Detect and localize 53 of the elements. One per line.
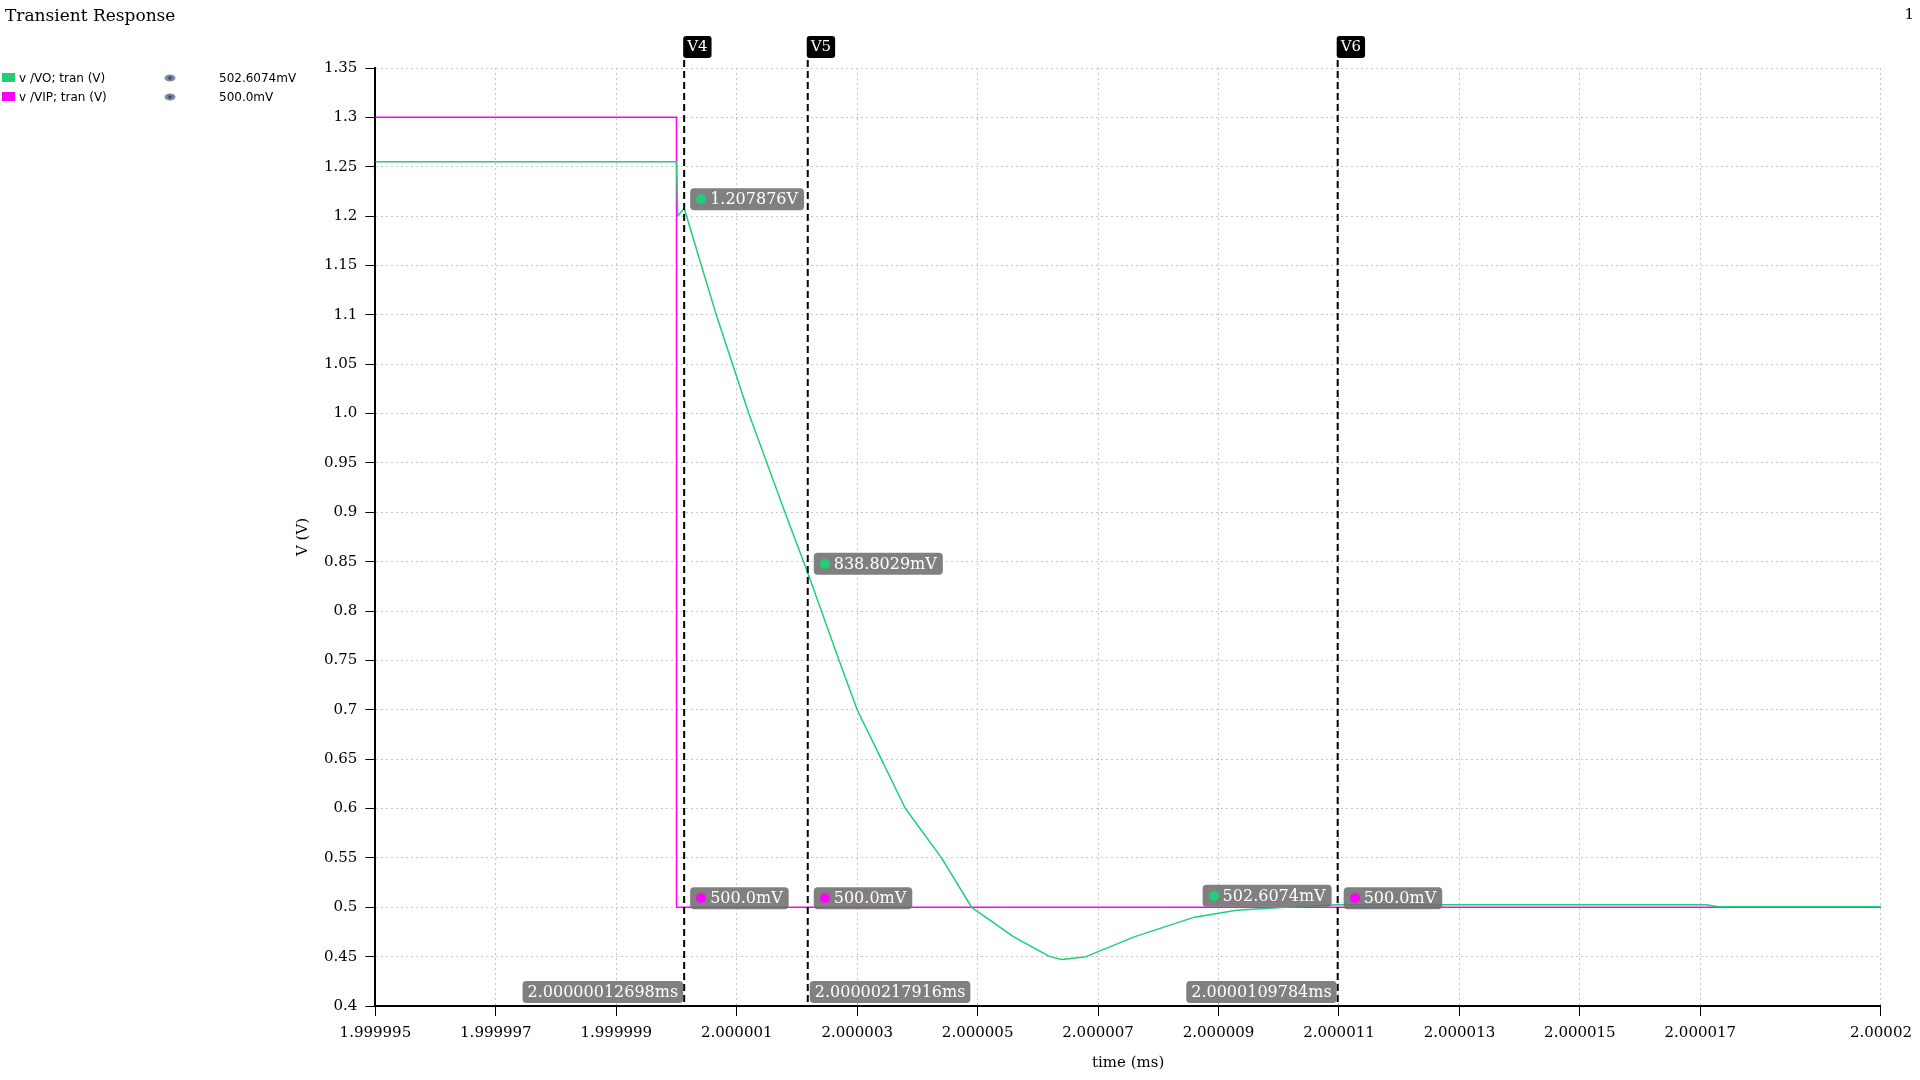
annotation: 1.207876V bbox=[710, 189, 799, 209]
y-tick-label: 0.85 bbox=[323, 551, 358, 570]
y-tick-label: 1.2 bbox=[333, 206, 358, 224]
ref-line-label: V6 bbox=[1339, 36, 1362, 55]
x-tick-label: 2.000017 bbox=[1664, 1022, 1737, 1041]
y-tick-label: 1.05 bbox=[323, 354, 358, 373]
annotation: 500.0mV bbox=[710, 888, 784, 908]
annotation: 838.8029mV bbox=[833, 553, 938, 573]
y-tick-label: 1.3 bbox=[333, 107, 358, 126]
y-tick-label: 0.4 bbox=[333, 995, 358, 1014]
x-tick-label: 2.000007 bbox=[1062, 1022, 1134, 1041]
x-tick-label: 2.000011 bbox=[1303, 1022, 1375, 1041]
y-tick-label: 0.95 bbox=[323, 452, 358, 471]
ref-line-label: V5 bbox=[809, 36, 832, 55]
y-tick-label: 0.8 bbox=[333, 600, 358, 619]
y-tick-label: 0.6 bbox=[333, 798, 358, 817]
y-tick-label: 1.1 bbox=[333, 304, 358, 323]
text: 502.6074mV bbox=[219, 70, 297, 85]
x-tick-label: 2.000005 bbox=[941, 1022, 1014, 1041]
y-tick-label: 1.35 bbox=[323, 57, 358, 76]
annotation: 500.0mV bbox=[1363, 888, 1437, 908]
annotation: 2.00000012698ms bbox=[527, 982, 679, 1002]
x-tick-label: 2.000013 bbox=[1423, 1022, 1496, 1041]
x-tick-label: 2.000001 bbox=[700, 1022, 773, 1041]
text: Transient Response bbox=[5, 5, 176, 25]
x-tick-label: 1.999999 bbox=[580, 1022, 653, 1041]
annotation: 2.00000217916ms bbox=[814, 982, 966, 1002]
annotation: 500.0mV bbox=[833, 888, 907, 908]
x-axis-title: time (ms) bbox=[1092, 1052, 1165, 1071]
y-tick-label: 0.45 bbox=[323, 946, 358, 965]
x-tick-label: 2.000009 bbox=[1182, 1022, 1255, 1041]
annotation: 502.6074mV bbox=[1222, 885, 1327, 905]
y-tick-label: 0.7 bbox=[333, 699, 358, 718]
y-tick-label: 0.65 bbox=[323, 749, 358, 768]
x-tick-label: 2.000003 bbox=[821, 1022, 893, 1041]
x-tick-label: 2.00002 bbox=[1849, 1022, 1912, 1041]
y-tick-label: 0.5 bbox=[333, 897, 358, 916]
legend-label: v /VIP; tran (V) bbox=[19, 89, 108, 104]
y-tick-label: 0.75 bbox=[323, 650, 358, 669]
y-axis-title: V (V) bbox=[292, 517, 311, 558]
y-tick-label: 1.25 bbox=[323, 156, 358, 175]
text: 1 bbox=[1904, 5, 1914, 23]
y-tick-label: 0.55 bbox=[323, 847, 358, 866]
x-tick-label: 1.999997 bbox=[460, 1022, 532, 1041]
y-tick-label: 1.0 bbox=[333, 403, 358, 422]
annotation: 2.0000109784ms bbox=[1191, 982, 1332, 1002]
legend-label: v /VO; tran (V) bbox=[19, 70, 107, 85]
y-tick-label: 0.9 bbox=[333, 502, 358, 521]
x-tick-label: 1.999995 bbox=[339, 1022, 412, 1041]
x-tick-label: 2.000015 bbox=[1544, 1022, 1616, 1041]
y-tick-label: 1.15 bbox=[323, 255, 358, 274]
text: 500.0mV bbox=[219, 89, 274, 104]
ref-line-label: V4 bbox=[686, 36, 708, 55]
